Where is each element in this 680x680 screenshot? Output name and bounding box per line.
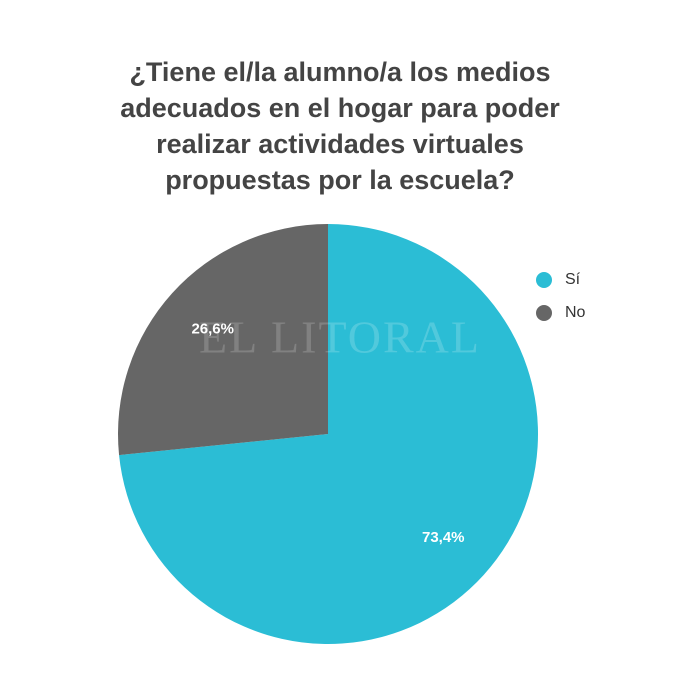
chart-title: ¿Tiene el/la alumno/a los medios adecuad… xyxy=(120,57,560,195)
legend-label: Sí xyxy=(565,271,581,288)
data-label: 26,6% xyxy=(191,321,234,338)
legend-marker xyxy=(536,272,552,288)
pie-slice xyxy=(119,224,539,645)
legend-label: No xyxy=(565,304,586,321)
pie-slice xyxy=(118,224,328,456)
watermark: EL LITORAL xyxy=(199,312,481,363)
legend-marker xyxy=(536,305,552,321)
data-label: 73,4% xyxy=(422,529,465,546)
